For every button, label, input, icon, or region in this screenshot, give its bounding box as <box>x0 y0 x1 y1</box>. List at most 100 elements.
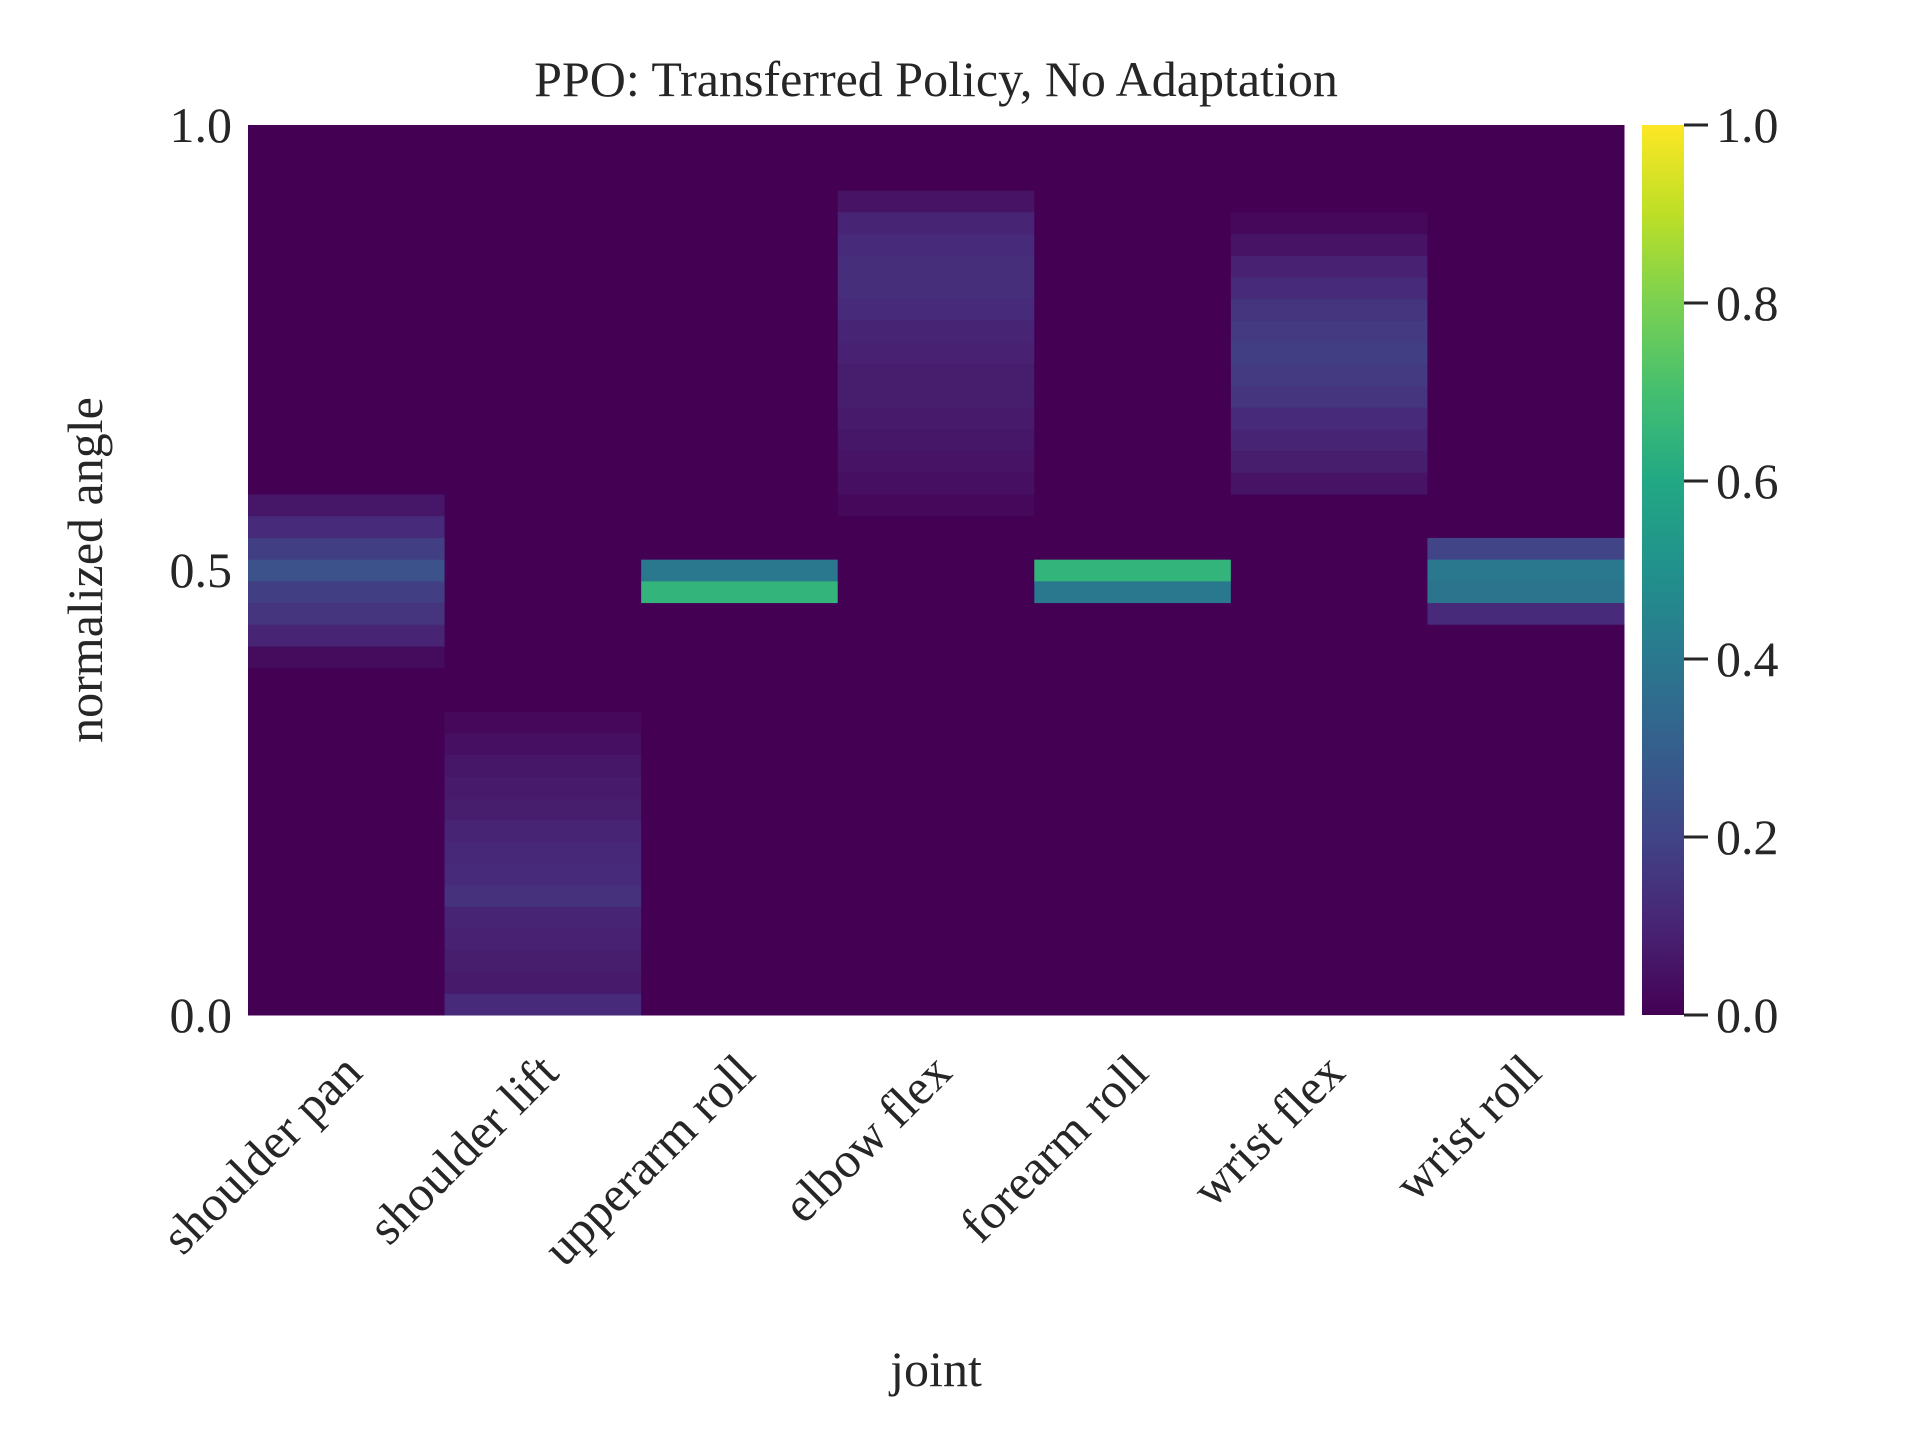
heatmap-cell <box>444 928 642 951</box>
heatmap-cell <box>837 645 1035 669</box>
heatmap-cell <box>837 211 1035 235</box>
heatmap-cell <box>444 298 642 321</box>
heatmap-cell <box>837 971 1035 994</box>
heatmap-cell <box>1034 168 1232 191</box>
heatmap-cell <box>641 797 839 821</box>
heatmap-cell <box>444 993 642 1016</box>
heatmap-cell <box>1034 298 1232 321</box>
heatmap-cell <box>248 385 446 408</box>
heatmap-cell <box>1034 428 1232 452</box>
heatmap-cell <box>248 993 446 1016</box>
heatmap-cell <box>837 407 1035 430</box>
heatmap-cell <box>1230 298 1428 321</box>
heatmap-cell <box>1230 602 1428 625</box>
heatmap-cell <box>444 125 642 148</box>
heatmap-cell <box>1427 906 1625 929</box>
heatmap-cell <box>1034 689 1232 712</box>
heatmap-cell <box>444 776 642 799</box>
heatmap-cell <box>1034 472 1232 495</box>
heatmap-cell <box>1034 949 1232 973</box>
heatmap-cell <box>1034 559 1232 582</box>
heatmap-cell <box>248 168 446 191</box>
heatmap-cell <box>1230 450 1428 473</box>
heatmap-cell <box>1427 276 1625 300</box>
heatmap-cell <box>1427 298 1625 321</box>
heatmap-cell <box>837 754 1035 777</box>
x-tick-label: wrist roll <box>1383 1043 1551 1211</box>
x-tick-label: forearm roll <box>949 1043 1158 1252</box>
heatmap-cell <box>1427 797 1625 821</box>
heatmap-cell <box>1230 993 1428 1016</box>
heatmap-cell <box>444 537 642 560</box>
heatmap-cell <box>1427 949 1625 973</box>
heatmap-cell <box>1427 602 1625 625</box>
heatmap-cell <box>444 949 642 973</box>
heatmap-cell <box>641 884 839 907</box>
heatmap-cell <box>1427 993 1625 1016</box>
heatmap-cell <box>1230 276 1428 300</box>
heatmap-cell <box>1230 559 1428 582</box>
heatmap-cell <box>248 320 446 343</box>
x-axis-label: joint <box>888 1341 982 1397</box>
heatmap-cell <box>1230 819 1428 842</box>
heatmap-cell <box>1034 819 1232 842</box>
heatmap-cell <box>1034 754 1232 777</box>
heatmap-cell <box>641 472 839 495</box>
heatmap-cell <box>444 385 642 408</box>
heatmap-cell <box>641 211 839 235</box>
x-tick-label: shoulder lift <box>357 1043 569 1255</box>
heatmap-cell <box>641 841 839 864</box>
heatmap-cell <box>248 537 446 560</box>
heatmap-cell <box>248 863 446 886</box>
heatmap-cell <box>248 797 446 821</box>
heatmap-cell <box>444 645 642 669</box>
heatmap-cell <box>1427 645 1625 669</box>
heatmap-cell <box>1427 385 1625 408</box>
heatmap-cell <box>641 385 839 408</box>
heatmap-cell <box>837 190 1035 213</box>
heatmap-cell <box>837 732 1035 756</box>
heatmap-cell <box>641 233 839 256</box>
heatmap-cell <box>1230 884 1428 907</box>
heatmap-cell <box>641 276 839 300</box>
colorbar-tick-label: 0.4 <box>1716 631 1779 687</box>
heatmap-cell <box>248 342 446 365</box>
heatmap-cell <box>641 624 839 647</box>
heatmap-cell <box>248 624 446 647</box>
heatmap-cell <box>641 993 839 1016</box>
heatmap-cell <box>1034 971 1232 994</box>
heatmap-cell <box>837 494 1035 517</box>
heatmap-cell <box>444 841 642 864</box>
colorbar-tick-label: 0.2 <box>1716 809 1779 865</box>
heatmap-cell <box>837 819 1035 842</box>
heatmap-cell <box>1427 342 1625 365</box>
heatmap-cell <box>641 689 839 712</box>
heatmap-cell <box>248 689 446 712</box>
heatmap-cell <box>248 667 446 690</box>
heatmap-cell <box>837 993 1035 1016</box>
heatmap-cell <box>1427 928 1625 951</box>
heatmap-cell <box>1034 776 1232 799</box>
heatmap-cell <box>837 428 1035 452</box>
heatmap-cell <box>444 819 642 842</box>
heatmap-cell <box>641 146 839 169</box>
chart-title: PPO: Transferred Policy, No Adaptation <box>534 51 1338 107</box>
heatmap-cell <box>641 754 839 777</box>
heatmap-cell <box>1230 580 1428 604</box>
heatmap-cell <box>641 428 839 452</box>
colorbar <box>1642 125 1684 1015</box>
y-tick-label: 0.0 <box>170 987 233 1043</box>
heatmap-cell <box>1230 645 1428 669</box>
heatmap-cell <box>641 515 839 538</box>
heatmap-cell <box>641 645 839 669</box>
heatmap-cell <box>641 580 839 604</box>
heatmap-cell <box>248 971 446 994</box>
heatmap-cell <box>1427 841 1625 864</box>
heatmap-cell <box>1427 255 1625 278</box>
heatmap-cell <box>1230 754 1428 777</box>
heatmap-cell <box>1034 863 1232 886</box>
heatmap-cell <box>444 342 642 365</box>
heatmap-cell <box>248 450 446 473</box>
heatmap-cell <box>248 841 446 864</box>
heatmap-cell <box>641 559 839 582</box>
